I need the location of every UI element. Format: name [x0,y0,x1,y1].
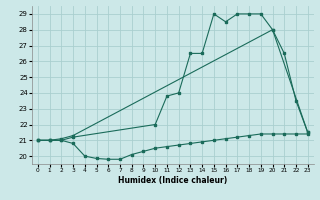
X-axis label: Humidex (Indice chaleur): Humidex (Indice chaleur) [118,176,228,185]
